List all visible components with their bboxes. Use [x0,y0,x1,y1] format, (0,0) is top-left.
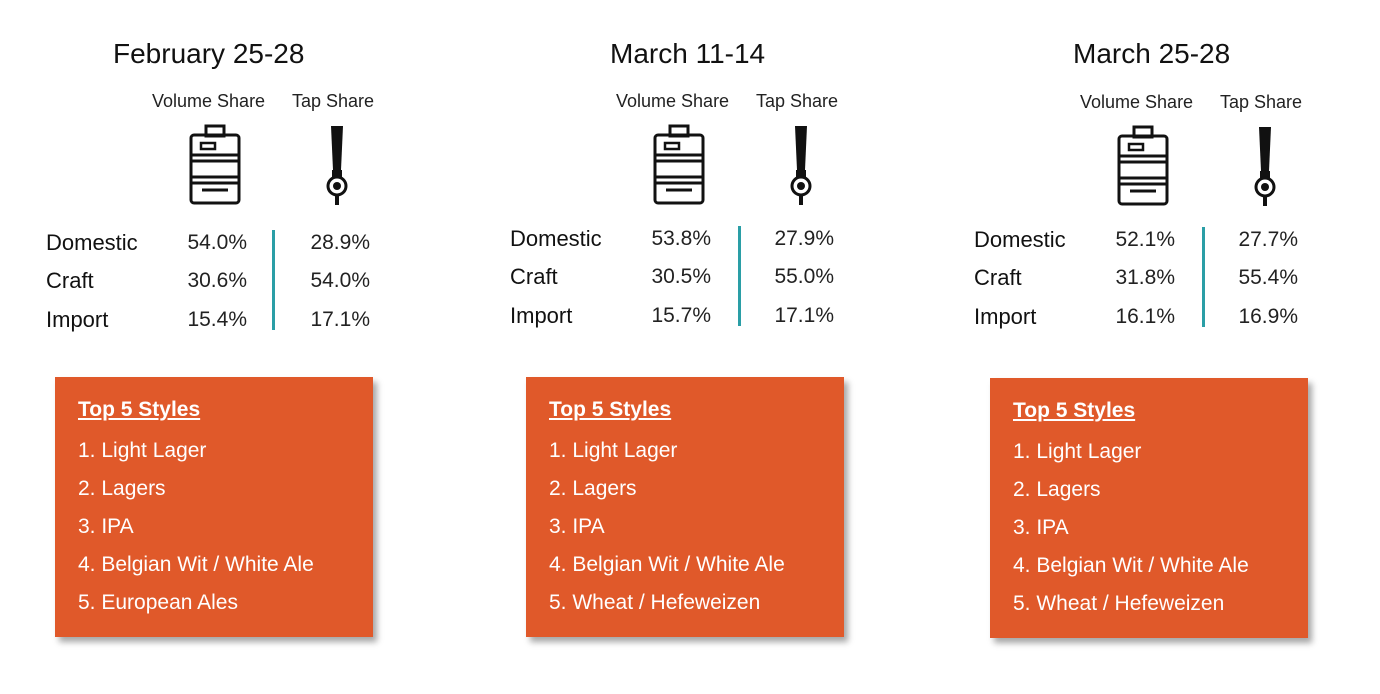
style-item: 4. Belgian Wit / White Ale [549,553,785,576]
tap-share-import: 17.1% [774,304,834,327]
style-item: 2. Lagers [78,477,166,500]
top-styles-box: Top 5 Styles 1. Light Lager 2. Lagers 3.… [55,377,373,637]
tap-share-label: Tap Share [1220,92,1303,112]
style-item: 1. Light Lager [1013,440,1142,463]
style-item: 3. IPA [549,515,605,538]
column-divider [1202,227,1205,327]
period-title: February 25-28 [113,38,305,69]
period-panel-mar-11-14: March 11-14 Volume Share Tap Share Domes… [460,0,920,694]
volume-share-domestic: 54.0% [187,231,247,254]
tap-share-import: 17.1% [310,308,370,331]
column-divider [738,226,741,326]
style-item: 4. Belgian Wit / White Ale [1013,554,1249,577]
volume-share-import: 15.7% [651,304,711,327]
row-label-domestic: Domestic [974,227,1066,252]
style-item: 2. Lagers [1013,478,1101,501]
style-item: 3. IPA [1013,516,1069,539]
row-label-import: Import [46,307,109,332]
period-panel-feb-25-28: February 25-28 Volume Share Tap Share Do… [0,0,460,694]
beer-tap-handle-icon [1254,127,1276,206]
top-styles-heading: Top 5 Styles [78,398,201,421]
tap-share-label: Tap Share [756,91,839,111]
volume-share-craft: 30.5% [651,265,711,288]
top-styles-list: 1. Light Lager 2. Lagers 3. IPA 4. Belgi… [549,437,785,627]
row-label-domestic: Domestic [510,226,602,251]
top-styles-box: Top 5 Styles 1. Light Lager 2. Lagers 3.… [990,378,1308,638]
tap-share-craft: 54.0% [310,269,370,292]
row-label-craft: Craft [974,265,1022,290]
volume-share-label: Volume Share [616,91,730,111]
style-item: 2. Lagers [549,477,637,500]
keg-icon [1117,125,1169,206]
keg-icon [653,124,705,205]
volume-share-import: 16.1% [1115,305,1175,328]
volume-share-domestic: 53.8% [651,227,711,250]
row-label-domestic: Domestic [46,230,138,255]
keg-icon [189,124,241,205]
tap-share-label: Tap Share [292,91,375,111]
period-title: March 25-28 [1073,38,1231,69]
row-label-craft: Craft [46,268,94,293]
volume-share-label: Volume Share [1080,92,1194,112]
top-styles-box: Top 5 Styles 1. Light Lager 2. Lagers 3.… [526,377,844,637]
period-title: March 11-14 [610,38,766,69]
top-styles-list: 1. Light Lager 2. Lagers 3. IPA 4. Belgi… [78,437,314,627]
top-styles-heading: Top 5 Styles [549,398,672,421]
style-item: 5. Wheat / Hefeweizen [549,591,761,614]
style-item: 5. Wheat / Hefeweizen [1013,592,1225,615]
style-item: 1. Light Lager [549,439,678,462]
tap-share-import: 16.9% [1238,305,1298,328]
volume-share-import: 15.4% [187,308,247,331]
volume-share-domestic: 52.1% [1115,228,1175,251]
volume-share-craft: 30.6% [187,269,247,292]
tap-share-domestic: 27.7% [1238,228,1298,251]
volume-share-craft: 31.8% [1115,266,1175,289]
beer-tap-handle-icon [790,126,812,205]
tap-share-craft: 55.4% [1238,266,1298,289]
row-label-import: Import [510,303,573,328]
row-label-craft: Craft [510,264,558,289]
row-label-import: Import [974,304,1037,329]
style-item: 5. European Ales [78,591,238,614]
column-divider [272,230,275,330]
period-panel-mar-25-28: March 25-28 Volume Share Tap Share Domes… [920,0,1380,694]
tap-share-domestic: 27.9% [774,227,834,250]
beer-tap-handle-icon [326,126,348,205]
tap-share-craft: 55.0% [774,265,834,288]
style-item: 3. IPA [78,515,134,538]
tap-share-domestic: 28.9% [310,231,370,254]
top-styles-list: 1. Light Lager 2. Lagers 3. IPA 4. Belgi… [1013,438,1249,628]
volume-share-label: Volume Share [152,91,266,111]
top-styles-heading: Top 5 Styles [1013,399,1136,422]
style-item: 4. Belgian Wit / White Ale [78,553,314,576]
style-item: 1. Light Lager [78,439,207,462]
